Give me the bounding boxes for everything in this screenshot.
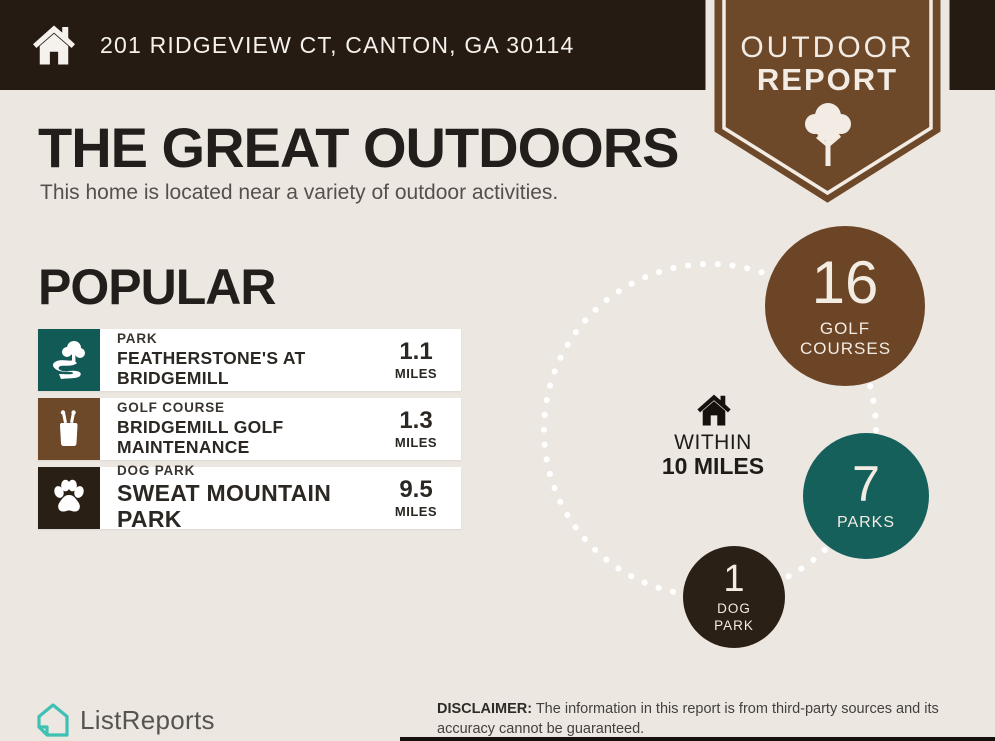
popular-heading: POPULAR — [38, 259, 276, 315]
brand-name: ListReports — [80, 704, 215, 735]
stat-count: 7 — [852, 456, 880, 513]
home-icon — [33, 25, 75, 65]
radius-dotted-circle — [541, 261, 879, 599]
radius-label-within: WITHIN — [674, 431, 752, 454]
stat-label: DOG PARK — [714, 601, 754, 633]
item-distance-unit: MILES — [394, 365, 438, 381]
stat-label: PARKS — [836, 514, 896, 532]
stat-count: 16 — [811, 248, 879, 316]
radius-label-distance: 10 MILES — [661, 453, 765, 479]
bottom-edge-bar — [400, 737, 995, 741]
disclaimer-label: DISCLAIMER: — [437, 701, 533, 717]
park-tree-icon — [52, 341, 85, 379]
listreports-logo-icon — [37, 703, 69, 737]
ribbon-title-line2: REPORT — [756, 62, 899, 97]
item-distance: 1.1 — [399, 337, 433, 365]
item-distance: 9.5 — [399, 475, 433, 503]
item-distance-unit: MILES — [394, 503, 438, 519]
list-item-golf-course: GOLF COURSE BRIDGEMILL GOLF MAINTENANCE … — [38, 398, 461, 460]
item-name: BRIDGEMILL GOLF MAINTENANCE — [117, 417, 284, 458]
page-subtitle: This home is located near a variety of o… — [40, 181, 559, 204]
list-item-dog-park: DOG PARK SWEAT MOUNTAIN PARK 9.5 MILES — [38, 463, 461, 532]
popular-list: PARK FEATHERSTONE'S AT BRIDGEMILL 1.1 MI… — [38, 329, 461, 536]
ribbon-title-line1: OUTDOOR — [740, 31, 915, 64]
stat-bubble-dog-park: 1 DOG PARK — [683, 546, 785, 648]
list-item-park: PARK FEATHERSTONE'S AT BRIDGEMILL 1.1 MI… — [38, 329, 461, 391]
item-category: DOG PARK — [117, 463, 196, 479]
stat-bubble-parks: 7 PARKS — [803, 433, 929, 559]
disclaimer-text: DISCLAIMER: The information in this repo… — [437, 701, 939, 737]
golf-bag-icon — [60, 410, 78, 446]
item-name: SWEAT MOUNTAIN PARK — [117, 480, 332, 533]
tree-icon — [805, 103, 851, 166]
page-title: THE GREAT OUTDOORS — [38, 116, 680, 179]
item-distance: 1.3 — [399, 406, 433, 434]
dog-icon-tile — [38, 467, 100, 529]
property-address: 201 RIDGEVIEW CT, CANTON, GA 30114 — [100, 31, 575, 58]
stat-bubble-golf-courses: 16 GOLF COURSES — [765, 226, 925, 386]
item-category: GOLF COURSE — [117, 400, 225, 416]
park-icon-tile — [38, 329, 100, 391]
map-home-icon — [697, 394, 731, 426]
stat-label: GOLF COURSES — [800, 318, 892, 358]
stat-count: 1 — [723, 558, 745, 601]
item-distance-unit: MILES — [394, 434, 438, 450]
item-name: FEATHERSTONE'S AT BRIDGEMILL — [117, 348, 306, 389]
listreports-logo: ListReports — [36, 702, 215, 738]
golf-icon-tile — [38, 398, 100, 460]
item-category: PARK — [117, 331, 158, 347]
paw-icon — [54, 479, 84, 512]
